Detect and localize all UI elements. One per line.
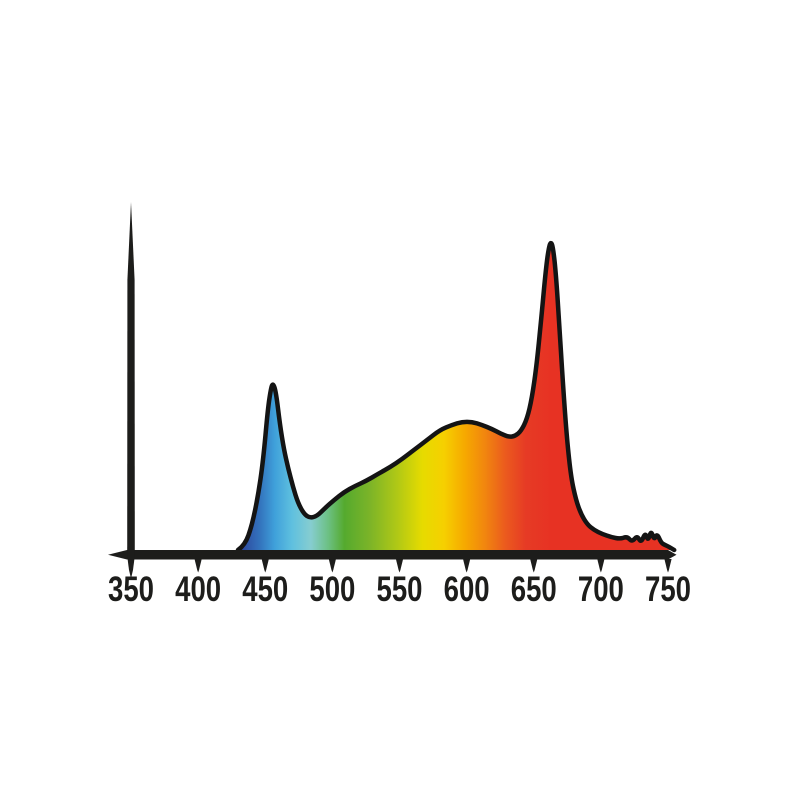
x-tick: [328, 559, 336, 573]
x-tick: [530, 559, 538, 573]
x-tick-label: 400: [175, 570, 221, 609]
x-tick: [261, 559, 269, 573]
x-tick: [463, 559, 471, 573]
y-axis: [127, 202, 135, 579]
x-tick: [664, 559, 672, 573]
x-tick-label: 700: [578, 570, 624, 609]
x-tick-label: 350: [108, 570, 154, 609]
x-tick: [395, 559, 404, 573]
x-tick: [194, 559, 202, 573]
x-tick-label: 500: [309, 570, 355, 609]
x-axis: [108, 550, 677, 560]
x-tick-label: 600: [444, 570, 490, 609]
spectrum-area: [238, 243, 675, 551]
x-tick-label: 650: [511, 570, 557, 609]
x-tick-label: 750: [645, 570, 691, 609]
x-tick: [597, 559, 605, 573]
x-tick-label: 450: [242, 570, 288, 609]
x-tick-label: 550: [377, 570, 423, 609]
spectrum-outline: [235, 240, 677, 553]
